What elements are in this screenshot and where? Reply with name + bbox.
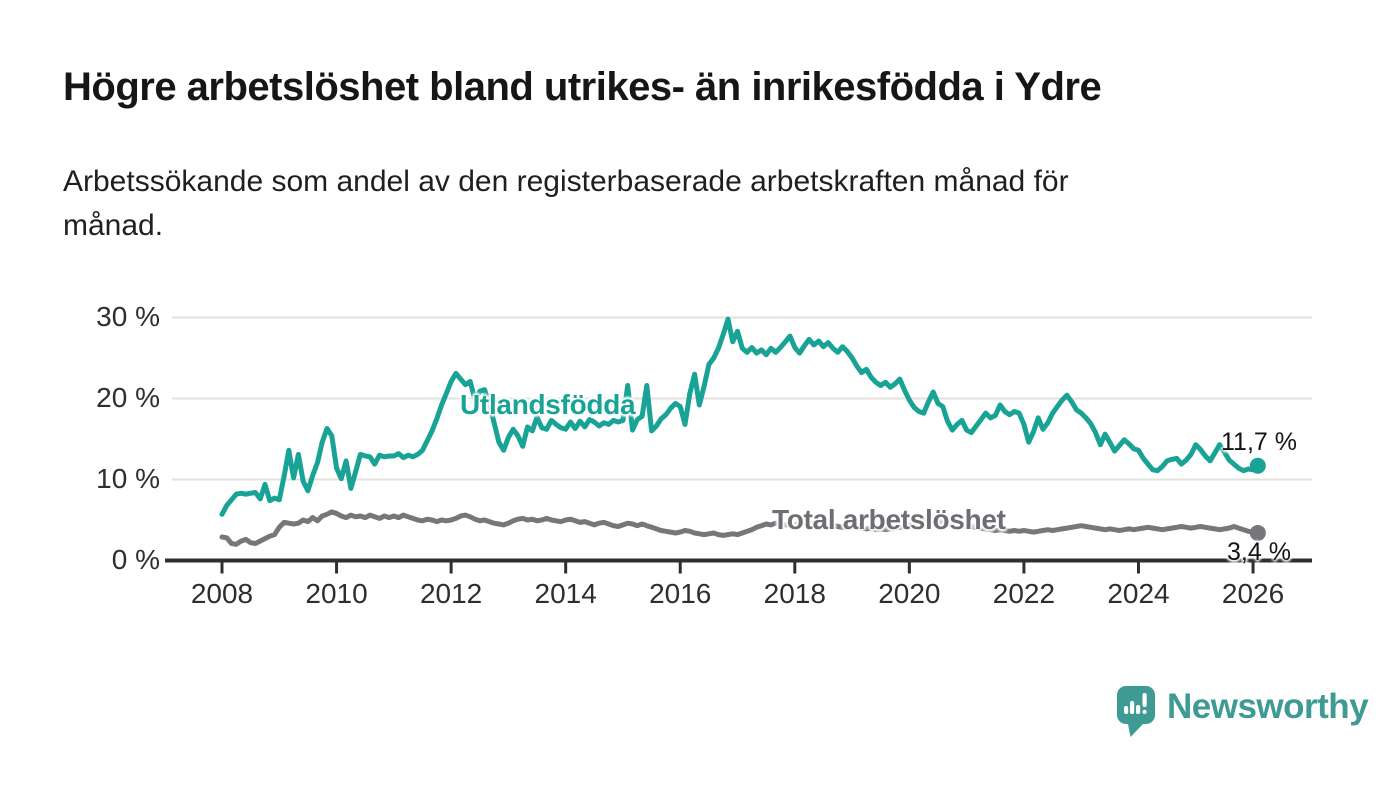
x-axis-tick-label: 2020 [878, 578, 941, 609]
y-axis-tick-label: 20 % [96, 381, 160, 413]
x-axis-tick-label: 2018 [763, 578, 826, 609]
x-axis-tick-label: 2016 [649, 578, 712, 609]
y-axis-tick-label: 0 % [111, 543, 160, 575]
chart-subtitle: Arbetssökande som andel av den registerb… [63, 160, 1303, 248]
x-axis-tick-label: 2022 [992, 578, 1056, 609]
series-line [219, 509, 1261, 547]
series-end-dot [1249, 524, 1266, 541]
chart-subtitle-line2: månad. [63, 209, 164, 243]
chart-title: Högre arbetslöshet bland utrikes- än inr… [63, 65, 1102, 109]
end-value-label-utlandsfodda: 11,7 % [1221, 428, 1297, 456]
series-line [219, 316, 1261, 517]
series-label-utlandsfodda: Utlandsfödda [460, 389, 636, 420]
end-value-label-total: 3,4 % [1227, 538, 1291, 566]
x-axis-tick-label: 2008 [190, 578, 254, 609]
newsworthy-bubble-chart-icon [1117, 686, 1155, 737]
newsworthy-wordmark: Newsworthy [1167, 687, 1369, 726]
x-axis-tick-label: 2014 [534, 578, 597, 609]
x-axis-tick-label: 2024 [1107, 578, 1170, 609]
x-axis-tick-label: 2012 [419, 578, 483, 609]
y-axis-tick-label: 10 % [96, 462, 160, 494]
x-axis-tick-label: 2026 [1221, 578, 1285, 609]
x-axis-tick-label: 2010 [305, 578, 368, 609]
chart-subtitle-line1: Arbetssökande som andel av den registerb… [63, 165, 1069, 198]
newsworthy-logo: Newsworthy [1117, 686, 1369, 738]
y-axis-tick-label: 30 % [96, 300, 160, 332]
series-label-total-arbetsloshet: Total arbetslöshet [772, 504, 1006, 535]
series-end-dot [1249, 457, 1266, 474]
